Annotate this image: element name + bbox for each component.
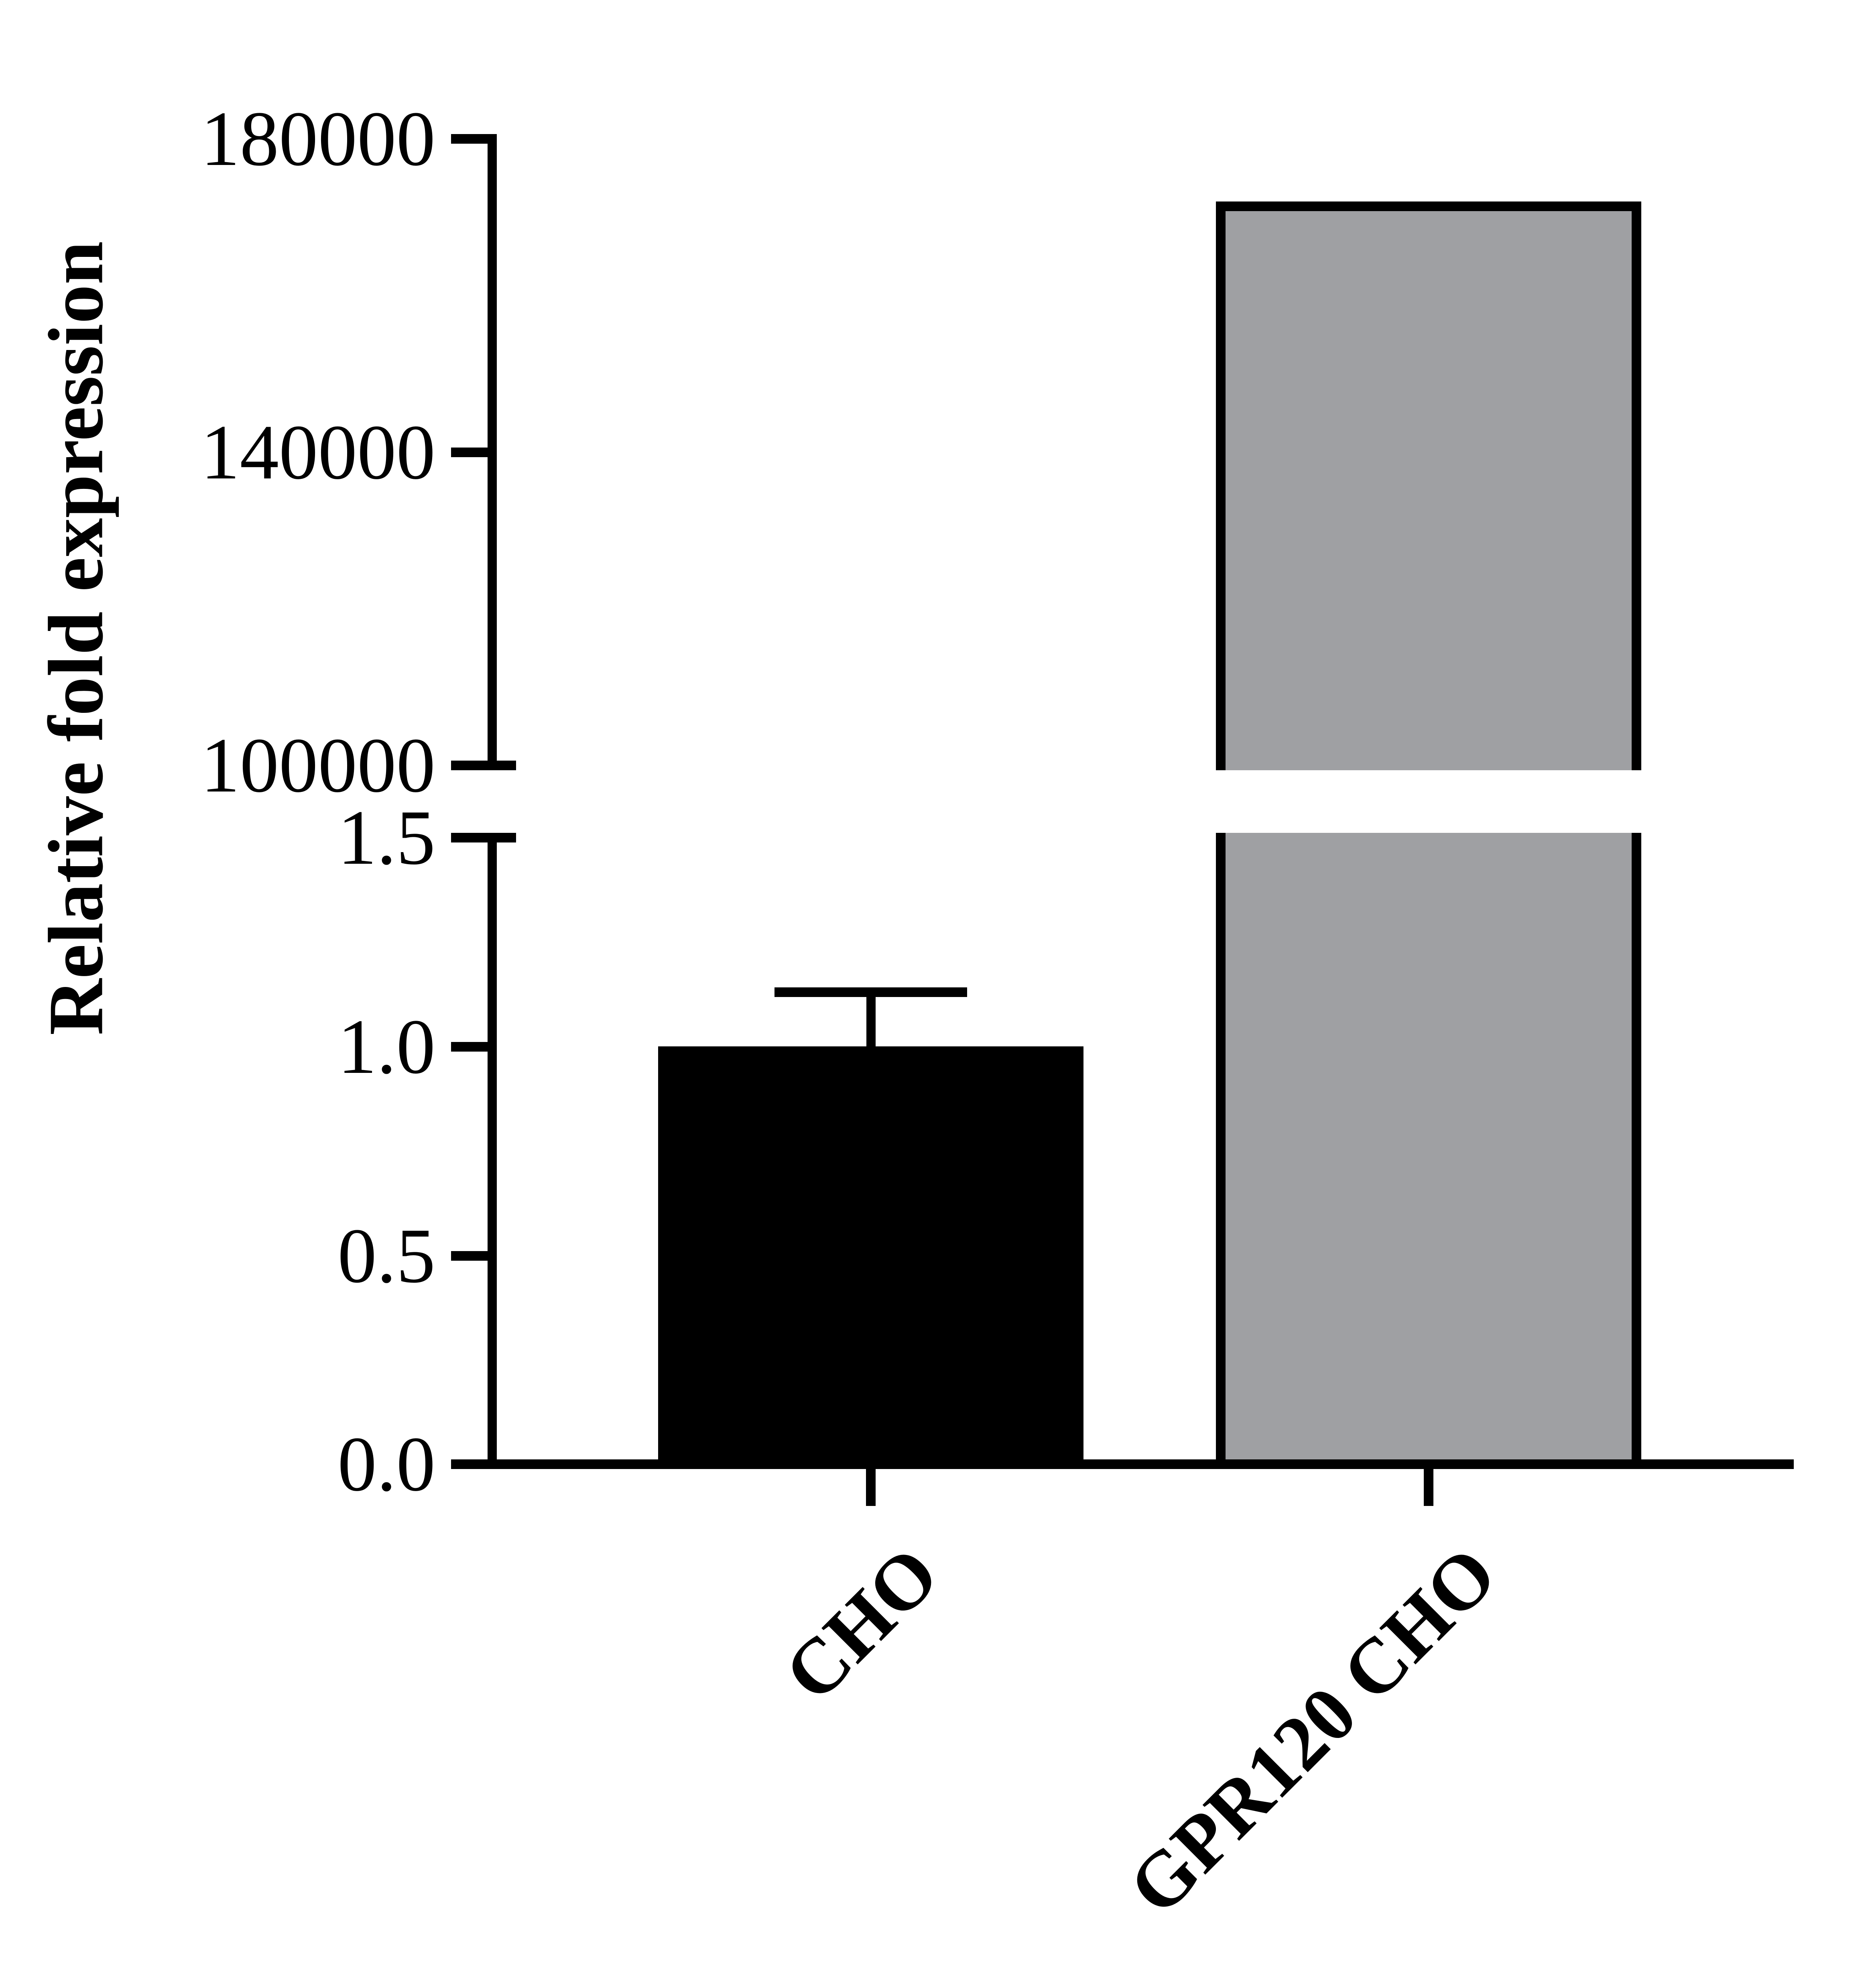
error-bar-cap [774, 987, 967, 997]
x-axis-line [451, 1459, 1794, 1469]
y-tick-label-180000: 180000 [201, 96, 435, 182]
y-tick-140000 [451, 448, 488, 457]
y-tick-180000 [451, 134, 488, 144]
y-tick-0-5 [451, 1251, 488, 1261]
bar-gpr120-cho-lower [1216, 833, 1641, 1464]
error-bar-stem [866, 992, 876, 1054]
y-tick-1-0 [451, 1042, 488, 1052]
y-tick-label-0-0: 0.0 [337, 1421, 435, 1508]
y-axis-upper-segment [488, 134, 497, 770]
x-tick-gpr120-cho [1424, 1469, 1433, 1506]
y-tick-label-0-5: 0.5 [337, 1213, 435, 1299]
x-category-label-cho: CHO [768, 1530, 955, 1718]
y-tick-label-1-0: 1.0 [337, 1003, 435, 1090]
y-tick-100000-break-cap [451, 761, 516, 770]
bar-cho [658, 1046, 1083, 1464]
y-axis-lower-segment [488, 833, 497, 1469]
y-tick-label-100000: 100000 [201, 722, 435, 809]
y-axis-title: Relative fold expression [33, 241, 120, 1036]
bar-gpr120-cho-upper [1216, 201, 1641, 770]
x-tick-cho [866, 1469, 876, 1506]
y-tick-label-140000: 140000 [201, 409, 435, 496]
y-tick-label-1-5: 1.5 [337, 794, 435, 881]
y-tick-1-5-break-cap [451, 833, 516, 842]
